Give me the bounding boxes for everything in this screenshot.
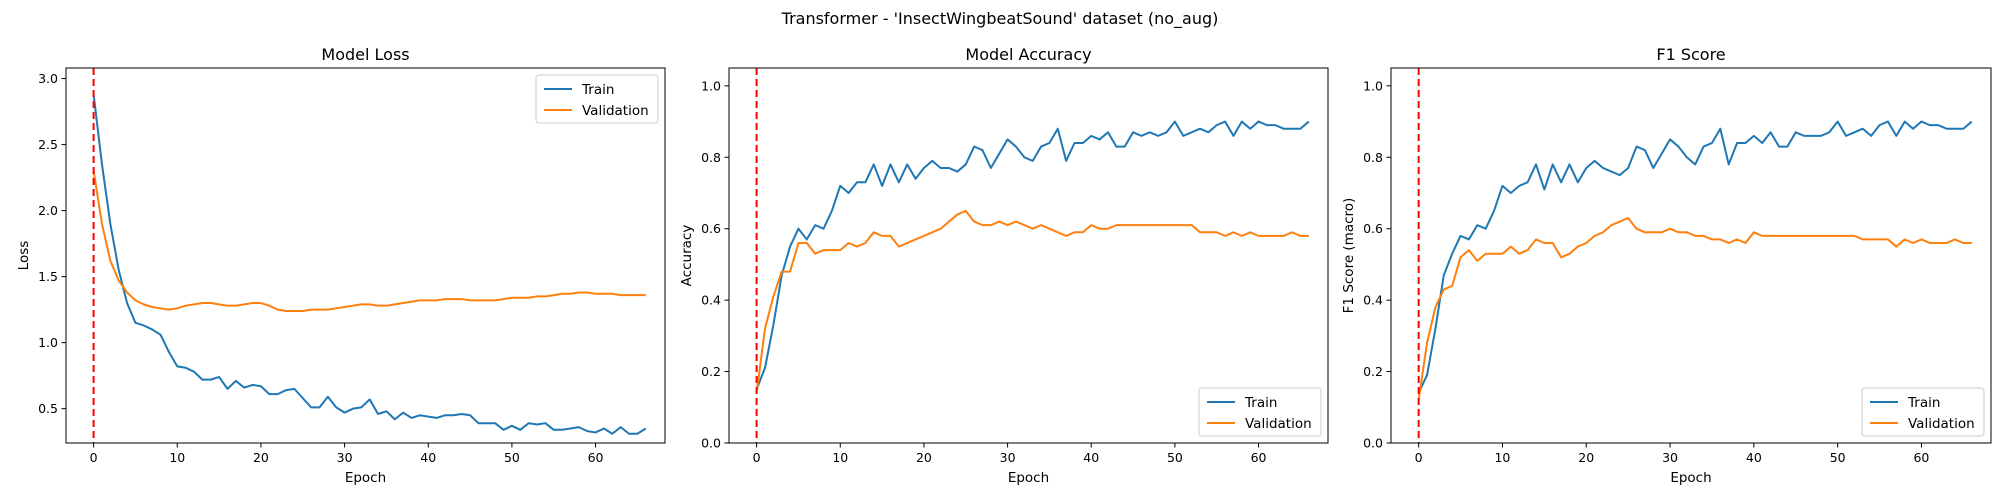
y-tick-label: 1.0: [701, 78, 721, 93]
y-tick-label: 0.6: [701, 221, 721, 236]
y-axis-label: Loss: [16, 241, 32, 271]
x-tick-label: 50: [1830, 450, 1846, 465]
x-axis-label: Epoch: [1008, 470, 1049, 486]
y-tick-label: 0.8: [1363, 150, 1383, 165]
y-axis-label: Accuracy: [679, 225, 695, 287]
y-tick-label: 0.0: [1363, 436, 1383, 451]
x-tick-label: 30: [1000, 450, 1016, 465]
y-tick-label: 0.6: [1363, 221, 1383, 236]
legend: Train Validation: [1861, 387, 1985, 437]
y-tick-label: 0.0: [701, 436, 721, 451]
x-tick-label: 40: [1083, 450, 1099, 465]
x-tick-label: 10: [832, 450, 848, 465]
legend-label: Validation: [1245, 416, 1312, 432]
plot-frame: [728, 67, 1329, 444]
x-tick-label: 60: [588, 450, 604, 465]
panel-loss: Model Loss 0 10 20 30 40 50 60 0.5 1.0 1.5 2.0 2.5 3.…: [16, 45, 666, 486]
y-axis-label: F1 Score (macro): [1341, 198, 1357, 314]
x-tick-label: 0: [1415, 450, 1423, 465]
y-tick-label: 0.2: [1363, 364, 1383, 379]
x-tick-label: 20: [916, 450, 932, 465]
legend-label: Validation: [582, 103, 649, 119]
legend-label: Train: [1244, 395, 1277, 411]
legend-label: Validation: [1908, 416, 1975, 432]
x-tick-label: 20: [253, 450, 269, 465]
panel-accuracy: Model Accuracy 0 10 20 30 40 50 60 0.0 0.2 0.4 0.6 0…: [679, 45, 1329, 486]
series-line-train: [755, 120, 1310, 390]
x-tick-label: 30: [1662, 450, 1678, 465]
y-tick-label: 2.5: [38, 137, 58, 152]
x-axis-label: Epoch: [345, 470, 386, 486]
x-tick-label: 10: [1494, 450, 1510, 465]
series-line-train: [92, 94, 647, 435]
x-tick-label: 30: [337, 450, 353, 465]
x-axis-label: Epoch: [1670, 470, 1711, 486]
y-tick-label: 0.4: [1363, 293, 1383, 308]
figure-suptitle: Transformer - 'InsectWingbeatSound' data…: [781, 9, 1219, 29]
y-tick-label: 0.2: [701, 364, 721, 379]
x-tick-label: 10: [169, 450, 185, 465]
x-tick-label: 0: [90, 450, 98, 465]
y-tick-label: 3.0: [38, 71, 58, 86]
x-tick-label: 20: [1578, 450, 1594, 465]
plot-frame: [1390, 67, 1992, 444]
legend-label: Train: [1907, 395, 1940, 411]
series-line-validation: [1417, 217, 1972, 401]
plot-frame: [65, 67, 666, 444]
y-tick-label: 0.5: [38, 401, 58, 416]
x-tick-label: 40: [1746, 450, 1762, 465]
series-line-validation: [755, 209, 1309, 394]
series-line-validation: [92, 170, 646, 312]
y-tick-label: 1.0: [38, 335, 58, 350]
legend-label: Train: [581, 82, 614, 98]
series-line-train: [1417, 120, 1973, 394]
x-tick-label: 50: [504, 450, 520, 465]
x-tick-label: 50: [1167, 450, 1183, 465]
legend: Train Validation: [1198, 387, 1322, 437]
y-tick-label: 2.0: [38, 203, 58, 218]
y-tick-label: 1.0: [1363, 78, 1383, 93]
x-tick-label: 60: [1913, 450, 1929, 465]
y-tick-label: 0.4: [701, 293, 721, 308]
legend: Train Validation: [535, 74, 659, 124]
panel-f1: F1 Score 0 10 20 30 40 50 60 0.0 0.2 0.4 0.6 0.8 1.0 E…: [1341, 45, 1992, 486]
panel-title: Model Loss: [321, 45, 409, 64]
panel-title: Model Accuracy: [965, 45, 1091, 64]
x-tick-label: 40: [420, 450, 436, 465]
y-tick-label: 1.5: [38, 269, 58, 284]
x-tick-label: 60: [1251, 450, 1267, 465]
y-tick-label: 0.8: [701, 150, 721, 165]
panel-title: F1 Score: [1656, 45, 1725, 64]
x-tick-label: 0: [753, 450, 761, 465]
